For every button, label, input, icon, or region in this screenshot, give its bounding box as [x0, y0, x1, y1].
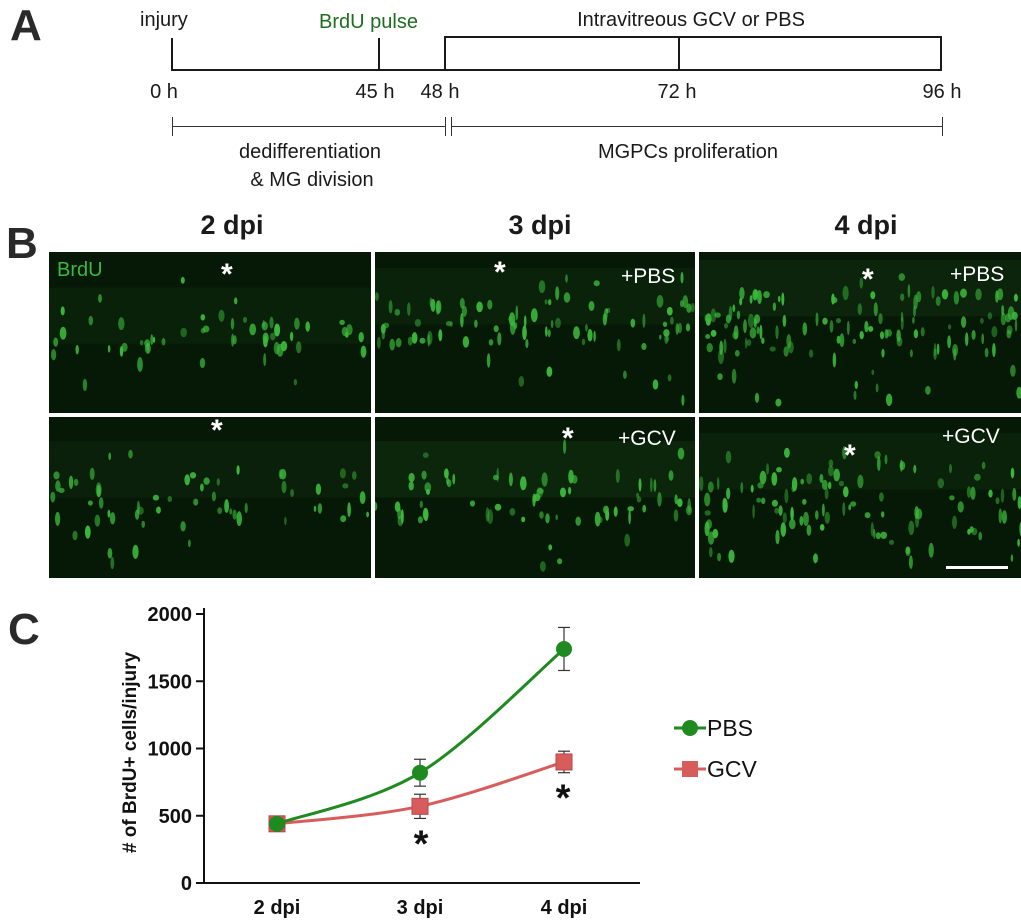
phase2-bracket-left — [451, 117, 452, 136]
panel-label-c: C — [8, 605, 40, 654]
legend-marker-pbs — [682, 720, 698, 736]
injury-asterisk: * — [494, 256, 506, 289]
micrograph-texture — [699, 260, 1021, 407]
treatment-label-pbs: +PBS — [950, 263, 1005, 286]
column-header-4dpi: 4 dpi — [834, 210, 898, 240]
y-tick-label: 2000 — [148, 604, 193, 626]
tick-45h — [378, 38, 380, 71]
column-header-2dpi: 2 dpi — [200, 210, 264, 240]
data-point-gcv — [555, 753, 573, 771]
legend-marker-gcv — [682, 761, 698, 777]
phase2-bracket-right — [942, 117, 943, 136]
panel-label-a: A — [10, 1, 42, 50]
x-tick-label: 4 dpi — [541, 897, 588, 919]
treatment-label: Intravitreous GCV or PBS — [577, 9, 805, 31]
series-line-gcv — [276, 760, 565, 826]
phase2-label: MGPCs proliferation — [597, 141, 779, 163]
significance-asterisk: * — [414, 823, 429, 865]
micrograph-texture — [49, 441, 371, 570]
phase1-bracket — [172, 126, 446, 127]
tick-label-0h: 0 h — [150, 81, 178, 103]
x-tick-label: 3 dpi — [397, 897, 444, 919]
data-point-pbs — [269, 815, 285, 832]
tick-label-96h: 96 h — [922, 81, 962, 103]
data-point-gcv — [268, 815, 286, 833]
injury-label: injury — [140, 9, 188, 31]
tick-96h — [940, 36, 942, 71]
micrograph-texture — [49, 276, 371, 392]
brdu-stain-label: BrdU — [57, 259, 103, 281]
timeline-axis — [171, 69, 942, 71]
data-point-gcv — [411, 797, 429, 815]
injury-asterisk: * — [862, 263, 874, 296]
treatment-bar — [444, 36, 942, 38]
y-tick-label: 0 — [181, 873, 192, 895]
phase2-bracket — [451, 126, 943, 127]
micrograph-4dpi-pbs — [699, 252, 1021, 413]
phase1-bracket-right — [445, 117, 446, 136]
y-axis-label: # of BrdU+ cells/injury — [120, 652, 141, 854]
micrograph-3dpi-gcv — [375, 417, 695, 578]
brdu-pulse-label: BrdU pulse — [319, 11, 418, 33]
treatment-label-gcv: +GCV — [618, 427, 676, 450]
column-header-3dpi: 3 dpi — [508, 210, 572, 240]
tick-48h — [444, 36, 446, 71]
tick-label-72h: 72 h — [657, 81, 697, 103]
injury-asterisk: * — [562, 422, 574, 455]
tick-label-45h: 45 h — [355, 81, 395, 103]
phase1-label-line1: dedifferentiation — [239, 141, 381, 163]
x-tick-label: 2 dpi — [254, 897, 301, 919]
treatment-label-gcv: +GCV — [942, 425, 1000, 448]
y-tick-label: 1500 — [148, 671, 193, 693]
micrograph-texture — [375, 439, 695, 572]
data-point-pbs — [412, 764, 428, 781]
legend-label-pbs: PBS — [707, 715, 753, 741]
injury-asterisk: * — [221, 258, 233, 291]
tick-0h — [171, 38, 173, 71]
tick-label-48h: 48 h — [420, 81, 460, 103]
micrograph-texture — [699, 433, 1021, 569]
micrograph-texture — [375, 268, 695, 406]
panel-label-b: B — [6, 219, 38, 268]
injury-asterisk: * — [211, 414, 223, 447]
scale-bar — [946, 566, 1008, 569]
treatment-label-pbs: +PBS — [621, 265, 676, 288]
injury-asterisk: * — [844, 439, 856, 472]
phase1-label-line2: & MG division — [250, 169, 374, 191]
y-tick-label: 1000 — [148, 739, 193, 761]
tick-72h — [678, 36, 680, 71]
phase1-bracket-left — [172, 117, 173, 136]
y-tick-label: 500 — [159, 806, 192, 828]
legend-label-gcv: GCV — [707, 756, 758, 782]
significance-asterisk: * — [556, 778, 571, 820]
data-point-pbs — [556, 640, 572, 657]
series-line-pbs — [276, 647, 565, 826]
micrograph-4dpi-gcv — [699, 417, 1021, 578]
micrograph-3dpi-pbs — [375, 252, 695, 413]
micrograph-2dpi-top — [49, 252, 371, 413]
micrograph-2dpi-bottom — [49, 417, 371, 578]
